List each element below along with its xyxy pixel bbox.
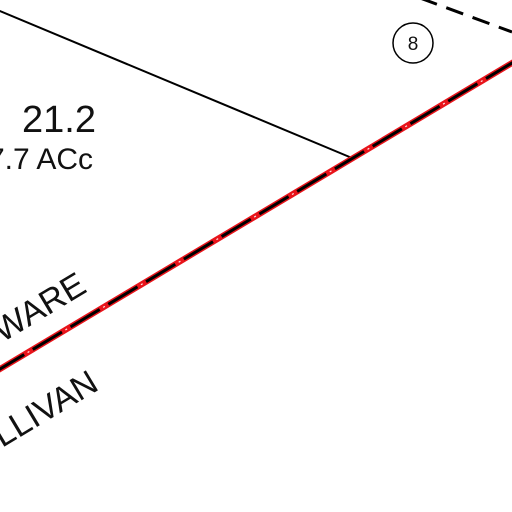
county-label-south: LLIVAN: [0, 363, 104, 455]
county-boundary: [0, 59, 512, 373]
county-label-north: WARE: [0, 265, 92, 349]
parcel-number: 21.2: [22, 99, 96, 141]
parcel-acreage: 7.7 ACc: [0, 143, 93, 176]
parcel-line: [0, 10, 353, 159]
dashed-parcel-line: [421, 0, 512, 34]
lot-marker: 8: [392, 22, 434, 64]
lot-marker-label: 8: [408, 34, 419, 55]
